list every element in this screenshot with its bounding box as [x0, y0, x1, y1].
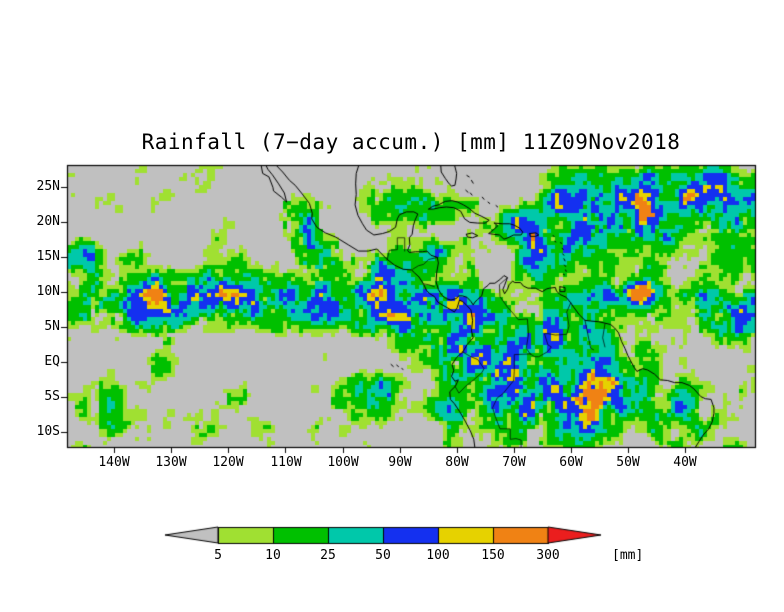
- y-tick-label: 10S: [36, 424, 60, 439]
- x-tick-label: 70W: [502, 455, 526, 470]
- colorbar-tick-label: 10: [265, 548, 281, 563]
- colorbar-tick-label: 300: [536, 548, 560, 563]
- x-tick-label: 40W: [673, 455, 697, 470]
- y-tick-label: 20N: [36, 214, 60, 229]
- x-tick-label: 110W: [270, 455, 302, 470]
- colorbar-tick-label: 50: [375, 548, 391, 563]
- y-tick-label: 25N: [36, 179, 60, 194]
- colorbar-tick-label: 25: [320, 548, 336, 563]
- y-tick-label: 5S: [44, 389, 60, 404]
- x-tick-label: 130W: [155, 455, 187, 470]
- y-tick-label: 10N: [36, 284, 60, 299]
- x-tick-label: 120W: [212, 455, 244, 470]
- x-tick-label: 90W: [388, 455, 412, 470]
- y-tick-label: 15N: [36, 249, 60, 264]
- x-tick-label: 100W: [327, 455, 359, 470]
- x-tick-label: 50W: [616, 455, 640, 470]
- x-tick-label: 140W: [98, 455, 130, 470]
- x-tick-label: 60W: [559, 455, 583, 470]
- colorbar-units-label: [mm]: [612, 548, 644, 563]
- plot-title: Rainfall (7−day accum.) [mm] 11Z09Nov201…: [141, 130, 681, 154]
- colorbar-tick-label: 150: [481, 548, 505, 563]
- colorbar-tick-label: 5: [214, 548, 222, 563]
- colorbar-tick-label: 100: [426, 548, 450, 563]
- y-tick-label: 5N: [44, 319, 60, 334]
- x-tick-label: 80W: [445, 455, 469, 470]
- y-tick-label: EQ: [44, 354, 60, 369]
